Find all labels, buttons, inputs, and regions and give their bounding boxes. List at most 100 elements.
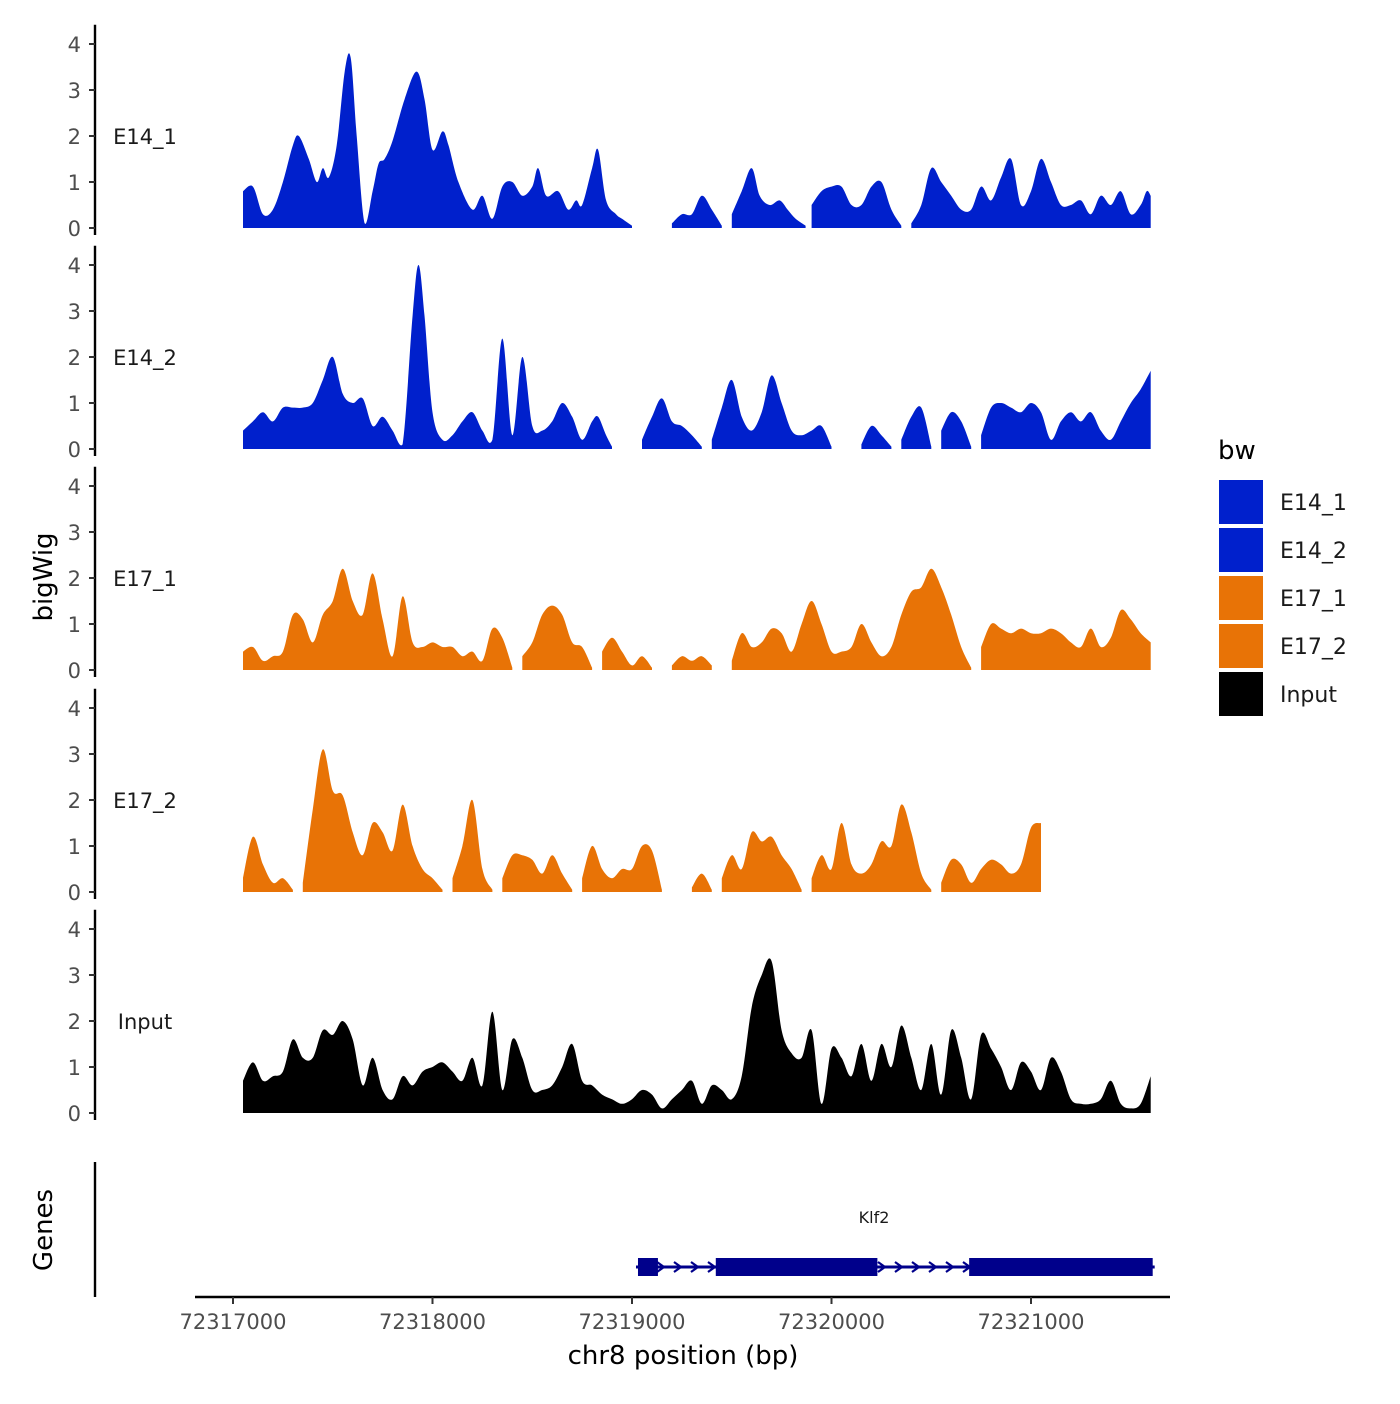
y-axis-title: bigWig (29, 532, 59, 621)
legend-swatch (1219, 480, 1263, 524)
y-tick-label: 1 (68, 613, 81, 637)
coverage-area (582, 844, 662, 892)
gene-klf2: Klf2 (635, 1208, 1155, 1276)
coverage-area (243, 958, 1151, 1113)
track-label: E14_2 (113, 346, 177, 371)
y-tick-label: 0 (68, 438, 81, 462)
y-tick-label: 0 (68, 217, 81, 241)
coverage-area (711, 375, 832, 449)
legend-swatch (1219, 576, 1263, 620)
y-tick-label: 4 (68, 918, 81, 942)
legend-label: Input (1280, 683, 1337, 708)
strand-arrow (656, 1261, 666, 1273)
coverage-area (243, 568, 513, 670)
y-tick-label: 2 (68, 125, 81, 149)
coverage-area (981, 370, 1151, 449)
legend-item: E17_2 (1219, 624, 1347, 668)
y-tick-label: 1 (68, 171, 81, 195)
strand-arrow (673, 1261, 683, 1273)
coverage-area (731, 568, 972, 670)
y-tick-label: 3 (68, 79, 81, 103)
legend-label: E17_1 (1280, 587, 1347, 612)
legend-label: E17_2 (1280, 635, 1347, 660)
y-tick-label: 2 (68, 1010, 81, 1034)
strand-arrow (690, 1261, 700, 1273)
x-tick-label: 72319000 (579, 1310, 686, 1334)
legend-swatch (1219, 672, 1263, 716)
x-tick-label: 72317000 (180, 1310, 287, 1334)
coverage-area (302, 749, 443, 892)
coverage-area (901, 406, 932, 449)
coverage-area (911, 158, 1151, 228)
y-tick-label: 3 (68, 743, 81, 767)
legend: bw E14_1 E14_2 E17_1 E17_2 Input (1218, 436, 1347, 716)
track-e14-1: 0 1 2 3 4 E14_1 (68, 24, 1151, 241)
gene-label: Klf2 (859, 1208, 890, 1227)
y-tick-label: 2 (68, 346, 81, 370)
coverage-area (811, 804, 932, 892)
y-tick-label: 4 (68, 254, 81, 278)
coverage-area (731, 168, 806, 228)
tracks-layer: 0 1 2 3 4 E14_1 0 1 2 3 4 E14_2 0 1 2 3 4 E17_1 0 1 2 3 4 E17_2… (68, 24, 1151, 1126)
track-input: 0 1 2 3 4 Input (68, 909, 1151, 1126)
coverage-area (861, 425, 892, 449)
legend-label: E14_2 (1280, 539, 1347, 564)
legend-item: E14_1 (1219, 480, 1347, 524)
x-tick-label: 72321000 (978, 1310, 1085, 1334)
y-tick-label: 2 (68, 567, 81, 591)
y-tick-label: 0 (68, 659, 81, 683)
gene-exon (969, 1258, 1153, 1276)
genes-layer: Klf2 (93, 1162, 1155, 1297)
strand-arrow (945, 1261, 955, 1273)
legend-item: E17_1 (1219, 576, 1347, 620)
legend-item: E14_2 (1219, 528, 1347, 572)
y-tick-label: 1 (68, 1056, 81, 1080)
coverage-area (691, 873, 712, 892)
coverage-area (243, 265, 612, 449)
track-label: E17_2 (113, 789, 177, 814)
legend-title: bw (1218, 436, 1256, 466)
coverage-area (452, 799, 493, 892)
coverage-area (602, 637, 652, 670)
legend-label: E14_1 (1280, 491, 1347, 516)
track-label: E17_1 (113, 567, 177, 592)
coverage-area (721, 831, 802, 892)
y-tick-label: 3 (68, 521, 81, 545)
strand-arrow (911, 1261, 921, 1273)
coverage-area (941, 822, 1041, 892)
strand-arrow (877, 1261, 887, 1273)
y-tick-label: 0 (68, 881, 81, 905)
track-label: E14_1 (113, 125, 177, 150)
coverage-area (522, 605, 593, 670)
y-tick-label: 1 (68, 835, 81, 859)
legend-swatch (1219, 528, 1263, 572)
coverage-area (642, 398, 702, 449)
coverage-area (502, 853, 573, 892)
legend-swatch (1219, 624, 1263, 668)
y-tick-label: 0 (68, 1102, 81, 1126)
x-axis-title: chr8 position (bp) (568, 1341, 799, 1371)
gene-exon (637, 1258, 658, 1276)
coverage-area (981, 609, 1151, 670)
coverage-area (243, 53, 632, 228)
y-tick-label: 2 (68, 789, 81, 813)
coverage-area (671, 656, 712, 670)
track-e14-2: 0 1 2 3 4 E14_2 (68, 245, 1151, 462)
y-tick-label: 4 (68, 697, 81, 721)
x-axis: 72317000 72318000 72319000 72320000 72321000 (180, 1295, 1170, 1334)
coverage-area (811, 180, 902, 228)
strand-arrow (928, 1261, 938, 1273)
x-tick-label: 72320000 (778, 1310, 885, 1334)
track-e17-1: 0 1 2 3 4 E17_1 (68, 466, 1151, 683)
y-tick-label: 3 (68, 300, 81, 324)
y-tick-label: 4 (68, 475, 81, 499)
y-tick-label: 1 (68, 392, 81, 416)
track-label: Input (118, 1010, 172, 1034)
track-e17-2: 0 1 2 3 4 E17_2 (68, 688, 1041, 905)
y-tick-label: 3 (68, 964, 81, 988)
coverage-area (671, 195, 722, 228)
x-tick-label: 72318000 (379, 1310, 486, 1334)
coverage-area (243, 836, 293, 892)
gene-exon (715, 1258, 878, 1276)
